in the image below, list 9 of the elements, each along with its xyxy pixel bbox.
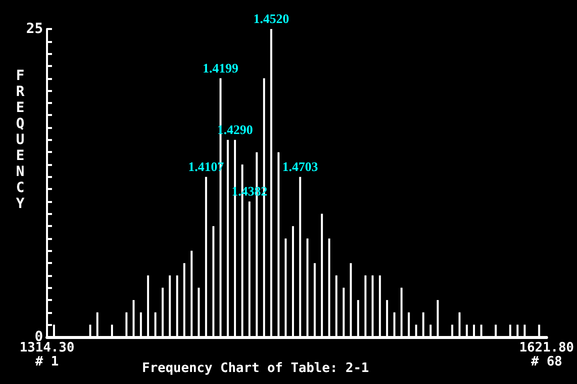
annotation: 1.4520 xyxy=(253,11,290,26)
x-tick-label: 1621.80 xyxy=(519,340,574,356)
annotation: 1.4703 xyxy=(282,158,319,174)
text: # 1 xyxy=(35,354,59,370)
text: FREQUENCY xyxy=(16,68,24,212)
annotation: 1.4199 xyxy=(202,60,239,76)
text: Frequency Chart of Table: 2-1 xyxy=(142,361,370,376)
y-tick-label: 25 xyxy=(26,21,43,37)
text: # 68 xyxy=(530,354,562,370)
